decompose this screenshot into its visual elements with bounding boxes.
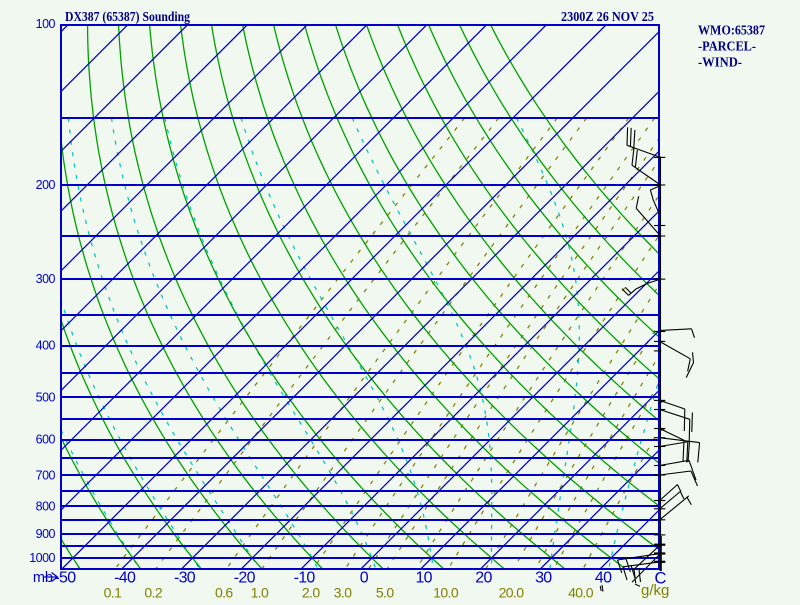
svg-text:10: 10	[415, 570, 432, 587]
svg-text:200: 200	[36, 178, 56, 192]
svg-text:40: 40	[595, 570, 612, 587]
svg-text:-10: -10	[294, 570, 316, 587]
svg-text:600: 600	[36, 433, 56, 447]
svg-text:20.0: 20.0	[499, 585, 525, 601]
svg-text:30: 30	[535, 570, 552, 587]
svg-text:0: 0	[360, 570, 369, 587]
svg-text:5.0: 5.0	[376, 585, 394, 601]
svg-text:10.0: 10.0	[433, 585, 459, 601]
svg-text:100: 100	[36, 17, 56, 31]
svg-text:0.6: 0.6	[215, 585, 233, 601]
svg-text:-30: -30	[174, 570, 196, 587]
svg-text:0.1: 0.1	[104, 585, 122, 601]
svg-text:DX387 (65387) Sounding: DX387 (65387) Sounding	[65, 9, 190, 24]
svg-text:C: C	[655, 570, 667, 588]
svg-text:900: 900	[36, 527, 56, 541]
svg-text:-20: -20	[234, 570, 256, 587]
svg-text:-PARCEL-: -PARCEL-	[698, 39, 756, 54]
svg-text:1000: 1000	[29, 551, 55, 565]
svg-text:2300Z 26 NOV 25: 2300Z 26 NOV 25	[561, 9, 654, 24]
svg-text:300: 300	[36, 272, 56, 286]
svg-text:700: 700	[36, 469, 56, 483]
svg-text:g/kg: g/kg	[641, 582, 669, 599]
svg-text:0.2: 0.2	[144, 585, 162, 601]
svg-text:WMO:65387: WMO:65387	[698, 23, 765, 38]
svg-text:20: 20	[475, 570, 492, 587]
svg-text:-40: -40	[114, 570, 136, 587]
svg-text:3.0: 3.0	[334, 585, 352, 601]
svg-text:40.0: 40.0	[568, 585, 594, 601]
svg-text:500: 500	[36, 390, 56, 404]
svg-text:400: 400	[36, 339, 56, 353]
svg-text:800: 800	[36, 500, 56, 514]
svg-text:2.0: 2.0	[302, 585, 320, 601]
svg-text:-WIND-: -WIND-	[698, 55, 742, 70]
svg-text:-50: -50	[54, 570, 76, 587]
svg-text:mb: mb	[33, 570, 53, 586]
svg-text:1.0: 1.0	[251, 585, 269, 601]
